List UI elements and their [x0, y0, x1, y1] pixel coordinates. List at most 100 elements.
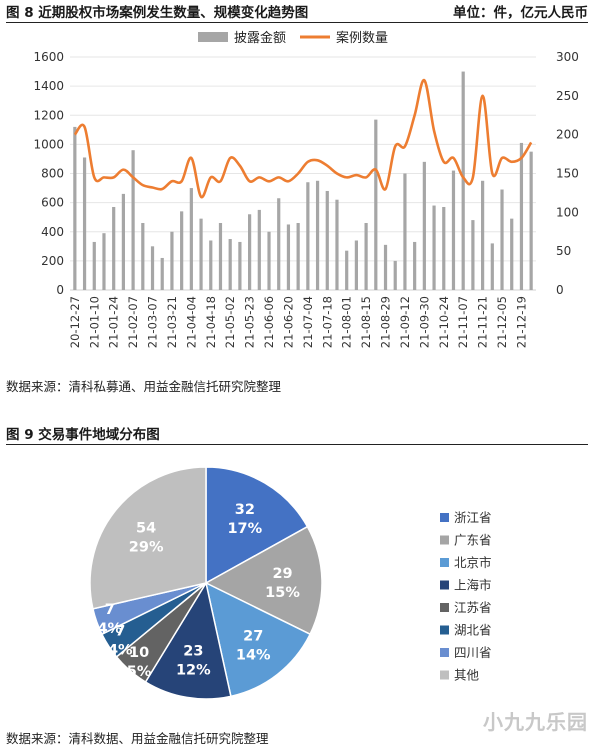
bar: [160, 257, 164, 290]
bar: [296, 223, 300, 290]
combo-chart: 0 200 400 600 800 1000 1200 1400 1600 0 50 100 150 20…: [33, 30, 579, 348]
bar: [481, 180, 485, 290]
bar: [180, 211, 184, 290]
pie-percent-label: 4%: [108, 642, 133, 658]
pie-legend-swatch: [440, 670, 449, 680]
pie-percent-label: 14%: [236, 647, 271, 663]
bar: [248, 214, 252, 290]
bar: [442, 206, 446, 290]
pie-percent-label: 12%: [176, 663, 211, 679]
pie-value-label: 54: [136, 520, 156, 536]
y-right-tick-label: 300: [556, 50, 579, 64]
x-tick-label: 21-05-23: [243, 296, 257, 348]
y-left-tick-label: 800: [41, 167, 64, 181]
pie-legend-swatch: [440, 648, 449, 657]
pie-legend-swatch: [440, 558, 449, 567]
pie-slices: [89, 466, 323, 700]
y-right-tick-label: 50: [556, 244, 571, 258]
x-tick-label: 21-03-07: [146, 296, 160, 348]
watermark: 小九九乐园: [483, 710, 588, 734]
bar: [102, 233, 106, 290]
pie-percent-label: 15%: [265, 585, 300, 601]
pie-legend-label: 其他: [454, 668, 480, 683]
combo-grid: [70, 56, 536, 291]
bar: [315, 180, 320, 290]
bar: [345, 250, 349, 290]
pie-legend-swatch: [440, 535, 449, 545]
bar: [141, 223, 145, 290]
x-tick-label: 21-10-24: [437, 296, 451, 348]
bar: [325, 190, 329, 290]
x-tick-label: 21-09-30: [417, 296, 431, 348]
pie-percent-label: 29%: [129, 539, 164, 555]
x-tick-label: 21-01-10: [87, 296, 101, 348]
bar: [393, 260, 397, 290]
pie-value-label: 32: [235, 502, 255, 518]
pie-legend-swatch: [440, 580, 449, 590]
x-tick-label: 21-11-07: [456, 296, 470, 348]
pie-slice: [204, 581, 312, 698]
bar: [286, 224, 291, 290]
pie-value-label: 23: [183, 644, 203, 660]
bar: [92, 241, 96, 290]
y-right-tick-label: 150: [556, 167, 579, 181]
pie-legend-label: 浙江省: [454, 510, 492, 525]
x-tick-label: 21-08-01: [340, 296, 354, 348]
pie-percent-label: 4%: [97, 621, 122, 637]
y-right-tick-label: 200: [556, 128, 579, 142]
bar: [374, 119, 378, 291]
x-tick-label: 21-03-21: [165, 296, 179, 348]
bar: [267, 231, 271, 290]
bar: [354, 240, 358, 290]
legend-label-line: 案例数量: [336, 31, 388, 46]
x-tick-label: 21-02-07: [126, 296, 140, 348]
bar: [189, 188, 193, 290]
x-tick-label: 21-06-20: [281, 296, 295, 348]
bar: [112, 206, 116, 290]
x-tick-label: 20-12-27: [68, 296, 82, 348]
combo-legend: 披露金额 案例数量: [198, 30, 388, 46]
pie-legend-swatch: [440, 625, 449, 635]
bar: [82, 157, 87, 290]
bar: [529, 151, 533, 290]
pie-slice: [205, 466, 309, 585]
bar: [277, 198, 281, 290]
figure-8-unit: 单位：件，亿元人民币: [453, 5, 588, 21]
bar: [403, 173, 407, 290]
pie-legend-label: 上海市: [454, 578, 492, 593]
figure-8-title: 图 8 近期股权市场案例发生数量、规模变化趋势图: [6, 5, 309, 21]
bar: [490, 243, 494, 290]
y-left-tick-label: 0: [56, 283, 64, 297]
x-tick-label: 21-01-24: [107, 296, 121, 348]
bar: [131, 150, 135, 290]
pie-legend-label: 四川省: [454, 645, 492, 660]
pie-legend-label: 江苏省: [454, 600, 492, 615]
x-tick-label: 21-08-15: [359, 296, 373, 348]
pie-legend-label: 广东省: [454, 533, 492, 548]
y-right-tick-label: 0: [556, 283, 564, 297]
bar: [451, 170, 456, 290]
bar: [519, 142, 524, 290]
bar: [257, 209, 261, 290]
figure-8-source: 数据来源：清科私募通、用益金融信托研究院整理: [6, 379, 282, 394]
pie-legend-label: 北京市: [454, 555, 492, 570]
figure-9-title: 图 9 交易事件地域分布图: [6, 427, 160, 443]
y-left-tick-label: 1400: [33, 79, 64, 93]
bar: [335, 199, 339, 290]
bar: [306, 182, 310, 290]
bar: [238, 241, 242, 290]
pie-value-label: 7: [105, 602, 115, 618]
pie-slice: [144, 581, 232, 700]
y-left-tick-label: 1200: [33, 108, 64, 122]
pie-slice: [204, 525, 323, 636]
combo-line: [73, 78, 533, 199]
bar: [170, 231, 174, 290]
bar: [461, 71, 465, 290]
x-tick-label: 21-09-12: [398, 296, 412, 348]
pie-value-label: 29: [272, 566, 292, 582]
bar: [422, 161, 426, 290]
legend-label-bars: 披露金额: [234, 30, 286, 46]
y-right-tick-label: 250: [556, 89, 579, 103]
